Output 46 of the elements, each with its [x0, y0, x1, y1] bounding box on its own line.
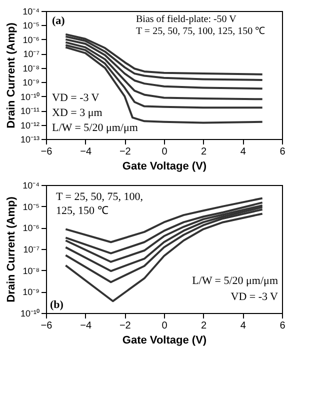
x-tick-label: 6 [280, 146, 286, 158]
x-tick-label: −6 [40, 320, 53, 332]
y-tick-label: 10⁻⁷ [23, 49, 40, 60]
annotation: (b) [50, 299, 64, 311]
y-tick-label: 10⁻⁷ [23, 244, 40, 254]
annotation: L/W = 5/20 μm/μm [52, 122, 138, 134]
y-tick-label: 10⁻¹² [20, 120, 40, 130]
y-tick-label: 10⁻⁹ [22, 78, 40, 88]
y-axis-title: Drain Current (Amp) [5, 22, 18, 128]
x-tick-label: 6 [280, 320, 286, 332]
annotation: (a) [52, 15, 66, 27]
x-tick-label: −4 [80, 146, 92, 158]
y-tick-label: 10⁻¹⁰ [20, 308, 40, 318]
y-tick-label: 10⁻⁵ [22, 202, 40, 212]
y-tick-label: 10⁻¹⁰ [20, 92, 40, 102]
y-tick-label: 10⁻⁸ [22, 63, 40, 74]
annotation: 125, 150 ℃ [56, 205, 108, 217]
x-tick-label: −4 [80, 320, 92, 332]
x-tick-label: −2 [119, 320, 132, 332]
y-tick-label: 10⁻¹¹ [20, 106, 40, 116]
x-tick-label: 4 [240, 320, 246, 332]
x-tick-label: −6 [40, 146, 53, 158]
annotation: T = 25, 50, 75, 100, 125, 150 ℃ [136, 26, 266, 37]
y-tick-label: 10⁻⁶ [22, 223, 40, 234]
y-tick-label: 10⁻⁹ [22, 287, 40, 298]
x-tick-label: 4 [240, 146, 246, 158]
y-tick-label: 10⁻⁸ [22, 266, 40, 276]
annotation: Bias of field-plate: -50 V [136, 14, 238, 25]
x-axis-title: Gate Voltage (V) [122, 160, 207, 172]
x-tick-label: 2 [201, 320, 208, 332]
annotation: T = 25, 50, 75, 100, [56, 191, 144, 203]
y-axis-title: Drain Current (Amp) [5, 196, 18, 302]
annotation: L/W = 5/20 μm/μm [192, 275, 278, 287]
x-tick-label: 0 [162, 320, 168, 332]
y-tick-label: 10⁻⁴ [22, 6, 40, 16]
y-tick-label: 10⁻⁵ [22, 20, 40, 31]
annotation: VD = -3 V [52, 92, 100, 104]
y-tick-label: 10⁻¹³ [20, 134, 40, 144]
annotation: VD = -3 V [230, 291, 278, 303]
x-axis-title: Gate Voltage (V) [122, 334, 207, 346]
x-tick-label: −2 [119, 146, 132, 158]
y-tick-label: 10⁻⁴ [22, 180, 40, 190]
x-tick-label: 0 [162, 146, 168, 158]
annotation: XD = 3 μm [52, 107, 103, 119]
x-tick-label: 2 [201, 146, 208, 158]
y-tick-label: 10⁻⁶ [22, 34, 40, 45]
